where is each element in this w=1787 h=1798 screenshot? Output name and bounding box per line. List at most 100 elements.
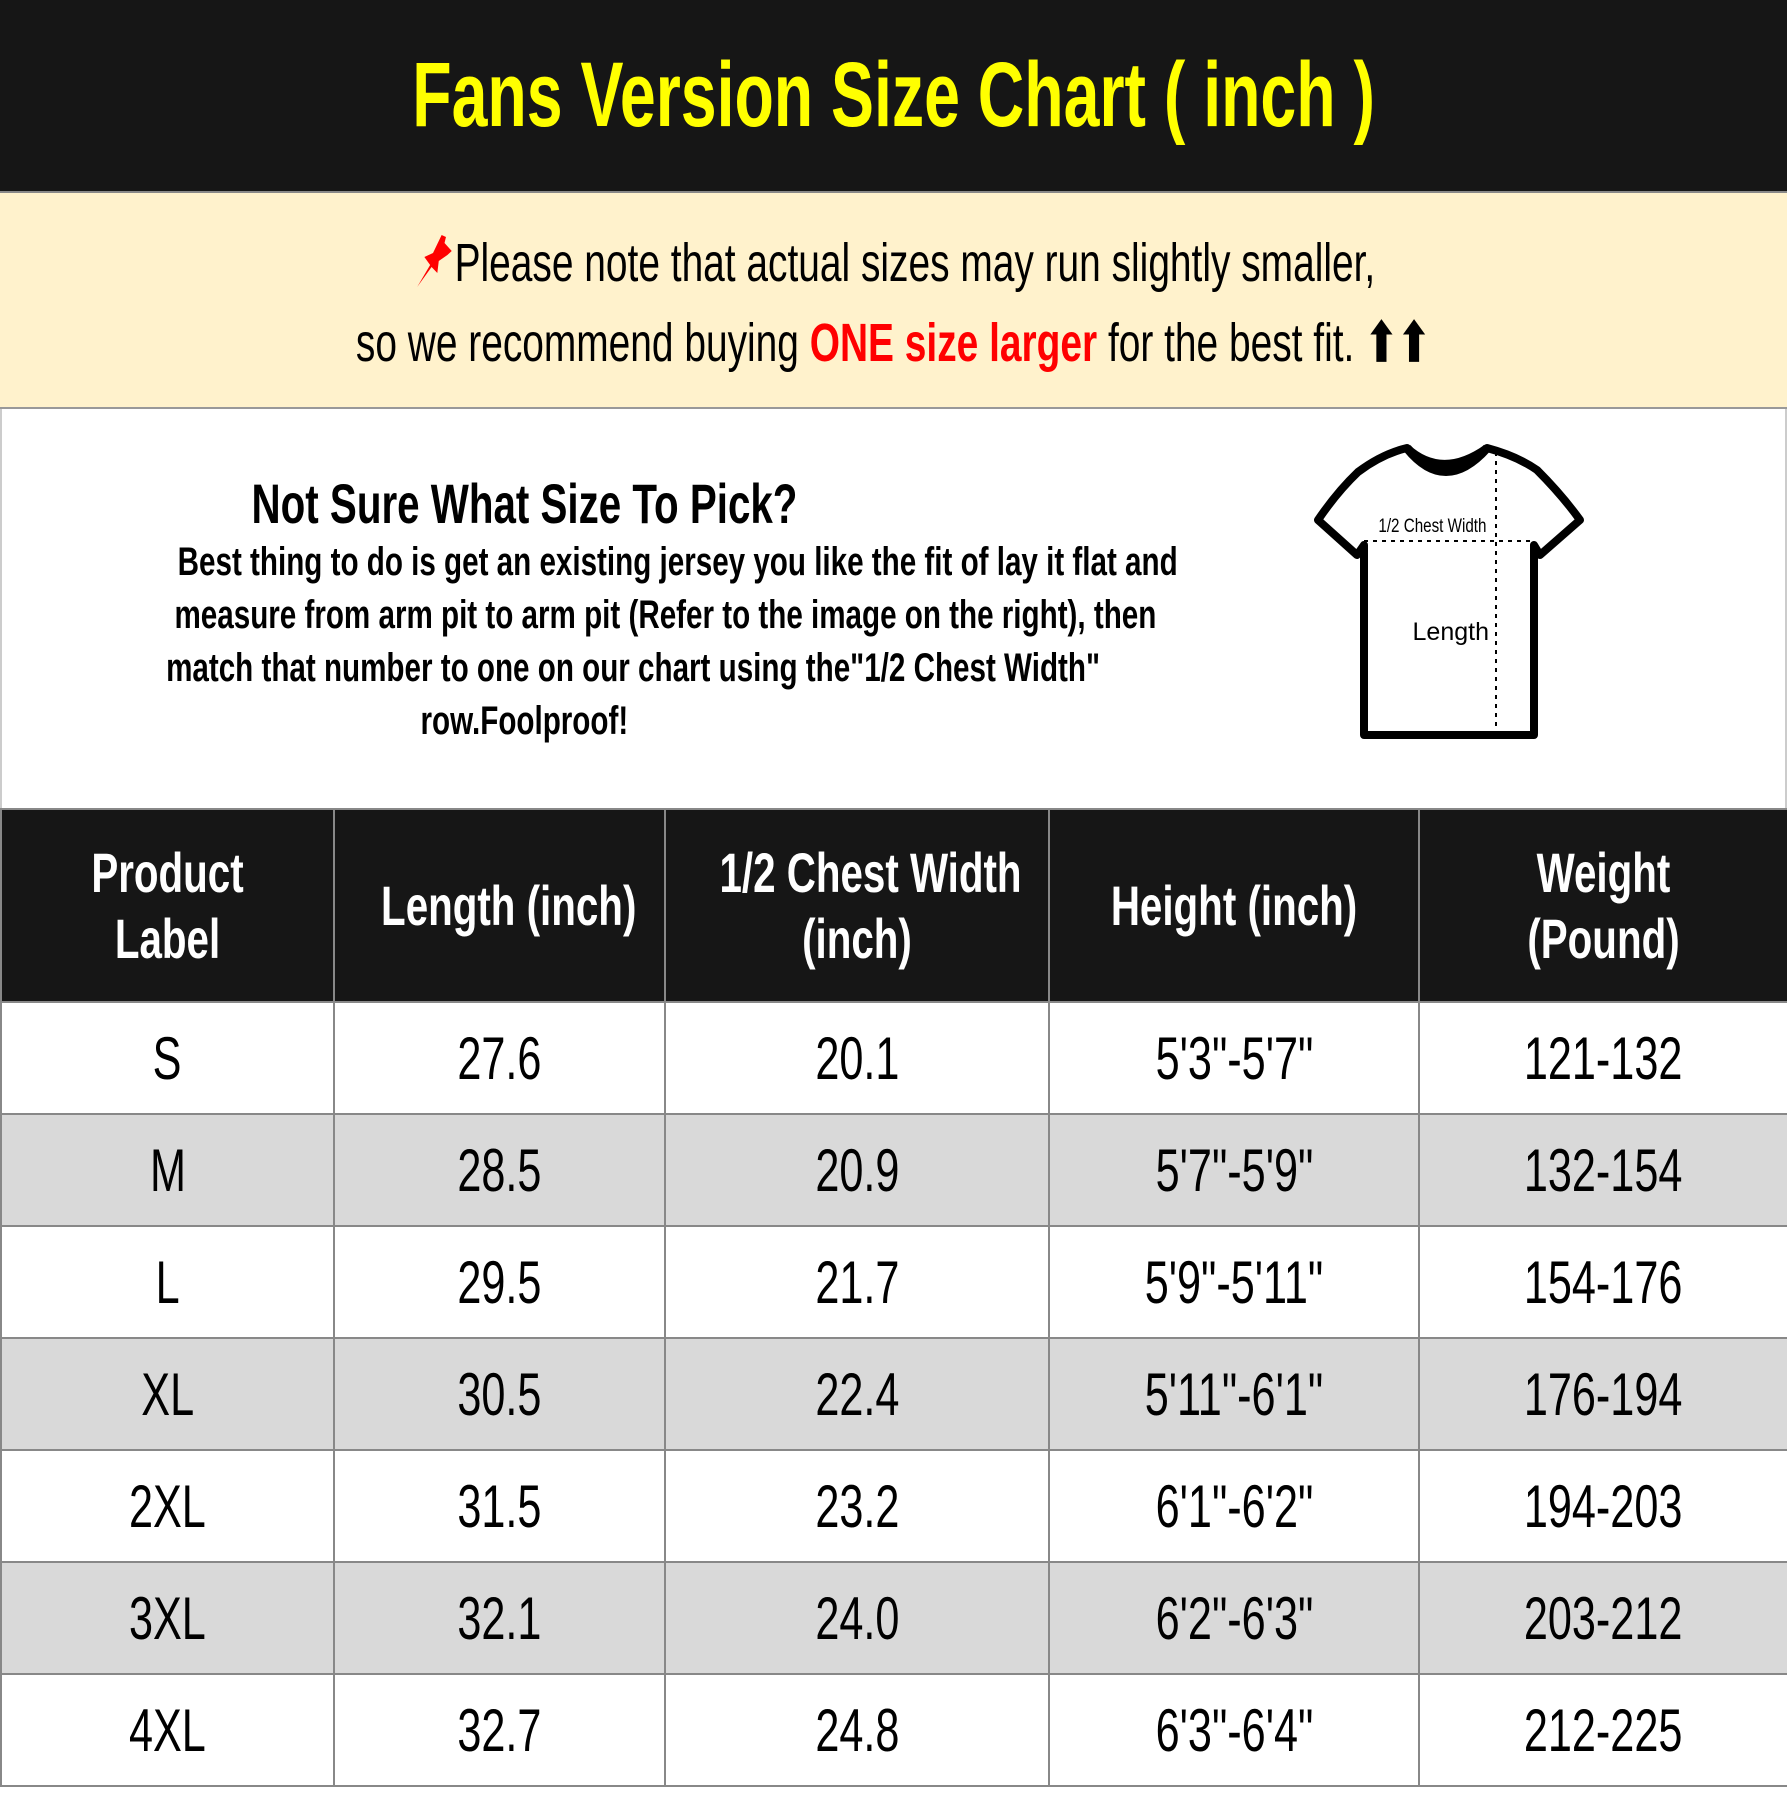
header-text: 1/2 Chest Width: [719, 840, 1022, 904]
cell-length: 29.5: [333, 1225, 666, 1339]
cell-text: 32.1: [457, 1584, 542, 1652]
cell-product-label: XL: [0, 1337, 335, 1451]
cell-text: 6'3"-6'4": [1155, 1696, 1313, 1764]
cell-text: 5'9"-5'11": [1144, 1248, 1324, 1316]
tshirt-diagram: 1/2 Chest Width Length: [1314, 444, 1584, 739]
table-row: XL 30.5 22.4 5'11"-6'1" 176-194: [0, 1337, 1787, 1451]
header-text: Height (inch): [1110, 873, 1358, 937]
cell-text: L: [155, 1248, 180, 1316]
sizing-notice: Please note that actual sizes may run sl…: [0, 193, 1787, 409]
header-text: Label: [114, 906, 221, 970]
cell-length: 28.5: [333, 1113, 666, 1227]
cell-chest-width: 24.0: [664, 1561, 1050, 1675]
cell-text: 212-225: [1524, 1696, 1683, 1764]
cell-text: 5'7"-5'9": [1155, 1136, 1313, 1204]
cell-product-label: 4XL: [0, 1673, 335, 1787]
cell-text: 32.7: [457, 1696, 542, 1764]
page-title: Fans Version Size Chart ( inch ): [412, 44, 1375, 146]
length-label: Length: [1413, 618, 1489, 646]
cell-height: 5'11"-6'1": [1048, 1337, 1420, 1451]
cell-height: 6'3"-6'4": [1048, 1673, 1420, 1787]
header-product-label: Product Label: [0, 808, 335, 1003]
help-line: row.Foolproof!: [420, 699, 629, 743]
cell-text: 20.1: [814, 1024, 900, 1092]
cell-chest-width: 20.1: [664, 1001, 1050, 1115]
cell-length: 32.1: [333, 1561, 666, 1675]
header-height: Height (inch): [1048, 808, 1420, 1003]
cell-text: 176-194: [1524, 1360, 1683, 1428]
cell-weight: 212-225: [1418, 1673, 1787, 1787]
cell-height: 5'7"-5'9": [1048, 1113, 1420, 1227]
table-row: S 27.6 20.1 5'3"-5'7" 121-132: [0, 1001, 1787, 1115]
cell-product-label: M: [0, 1113, 335, 1227]
cell-text: 29.5: [457, 1248, 542, 1316]
help-body: Best thing to do is get an existing jers…: [2, 536, 1178, 748]
notice-line-2-pre: so we recommend buying: [356, 313, 811, 373]
cell-weight: 154-176: [1418, 1225, 1787, 1339]
cell-chest-width: 21.7: [664, 1225, 1050, 1339]
cell-text: 5'11"-6'1": [1144, 1360, 1324, 1428]
table-row: M 28.5 20.9 5'7"-5'9" 132-154: [0, 1113, 1787, 1227]
table-row: 3XL 32.1 24.0 6'2"-6'3" 203-212: [0, 1561, 1787, 1675]
cell-length: 30.5: [333, 1337, 666, 1451]
header-text: Product: [91, 840, 244, 904]
title-banner: Fans Version Size Chart ( inch ): [0, 0, 1787, 193]
cell-text: 22.4: [814, 1360, 900, 1428]
size-help-section: Not Sure What Size To Pick? Best thing t…: [0, 409, 1787, 808]
cell-text: 6'1"-6'2": [1155, 1472, 1313, 1540]
cell-text: 203-212: [1524, 1584, 1683, 1652]
cell-length: 32.7: [333, 1673, 666, 1787]
cell-text: 31.5: [457, 1472, 542, 1540]
cell-text: 121-132: [1524, 1024, 1683, 1092]
cell-chest-width: 22.4: [664, 1337, 1050, 1451]
cell-text: 2XL: [129, 1472, 206, 1540]
cell-text: 3XL: [129, 1584, 206, 1652]
table-row: L 29.5 21.7 5'9"-5'11" 154-176: [0, 1225, 1787, 1339]
notice-line-1: Please note that actual sizes may run sl…: [454, 233, 1376, 293]
notice-line-2-post: for the best fit.: [1097, 313, 1355, 373]
header-chest-width: 1/2 Chest Width (inch): [664, 808, 1050, 1003]
cell-weight: 132-154: [1418, 1113, 1787, 1227]
cell-text: 20.9: [814, 1136, 900, 1204]
cell-length: 27.6: [333, 1001, 666, 1115]
cell-text: 28.5: [457, 1136, 542, 1204]
cell-text: XL: [141, 1360, 194, 1428]
table-row: 2XL 31.5 23.2 6'1"-6'2" 194-203: [0, 1449, 1787, 1563]
cell-text: 6'2"-6'3": [1155, 1584, 1313, 1652]
cell-weight: 203-212: [1418, 1561, 1787, 1675]
cell-text: 132-154: [1524, 1136, 1683, 1204]
cell-text: 30.5: [457, 1360, 542, 1428]
help-line: match that number to one on our chart us…: [166, 646, 1101, 690]
cell-chest-width: 20.9: [664, 1113, 1050, 1227]
cell-text: 23.2: [814, 1472, 900, 1540]
pushpin-icon: [417, 235, 452, 287]
cell-text: 24.0: [814, 1584, 900, 1652]
cell-product-label: S: [0, 1001, 335, 1115]
cell-height: 5'9"-5'11": [1048, 1225, 1420, 1339]
cell-height: 5'3"-5'7": [1048, 1001, 1420, 1115]
cell-weight: 176-194: [1418, 1337, 1787, 1451]
cell-text: 194-203: [1524, 1472, 1683, 1540]
cell-text: 154-176: [1524, 1248, 1683, 1316]
cell-text: 27.6: [457, 1024, 542, 1092]
help-line: measure from arm pit to arm pit (Refer t…: [174, 593, 1157, 637]
header-weight: Weight (Pound): [1418, 808, 1787, 1003]
header-text: Weight: [1536, 840, 1671, 904]
up-arrows-icon: ⬆⬆: [1365, 313, 1431, 373]
notice-highlight: ONE size larger: [810, 313, 1098, 373]
header-text: (inch): [802, 906, 912, 970]
chest-width-label: 1/2 Chest Width: [1378, 514, 1486, 536]
cell-length: 31.5: [333, 1449, 666, 1563]
cell-text: 4XL: [129, 1696, 206, 1764]
header-text: (Pound): [1527, 906, 1680, 970]
cell-text: S: [153, 1024, 182, 1092]
cell-weight: 194-203: [1418, 1449, 1787, 1563]
cell-product-label: L: [0, 1225, 335, 1339]
cell-height: 6'2"-6'3": [1048, 1561, 1420, 1675]
cell-chest-width: 23.2: [664, 1449, 1050, 1563]
cell-text: 5'3"-5'7": [1155, 1024, 1313, 1092]
size-table: Product Label Length (inch) 1/2 Chest Width…: [0, 808, 1787, 1787]
cell-text: 24.8: [814, 1696, 900, 1764]
table-row: 4XL 32.7 24.8 6'3"-6'4" 212-225: [0, 1673, 1787, 1787]
header-length: Length (inch): [333, 808, 666, 1003]
